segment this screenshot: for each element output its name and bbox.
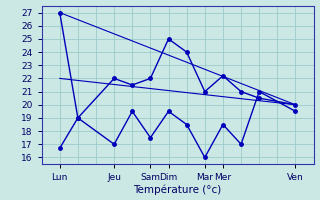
- X-axis label: Température (°c): Température (°c): [133, 185, 222, 195]
